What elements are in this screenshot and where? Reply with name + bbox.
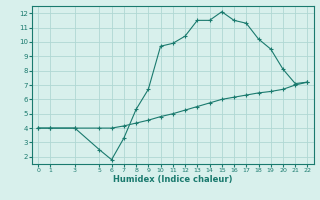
X-axis label: Humidex (Indice chaleur): Humidex (Indice chaleur) [113,175,233,184]
